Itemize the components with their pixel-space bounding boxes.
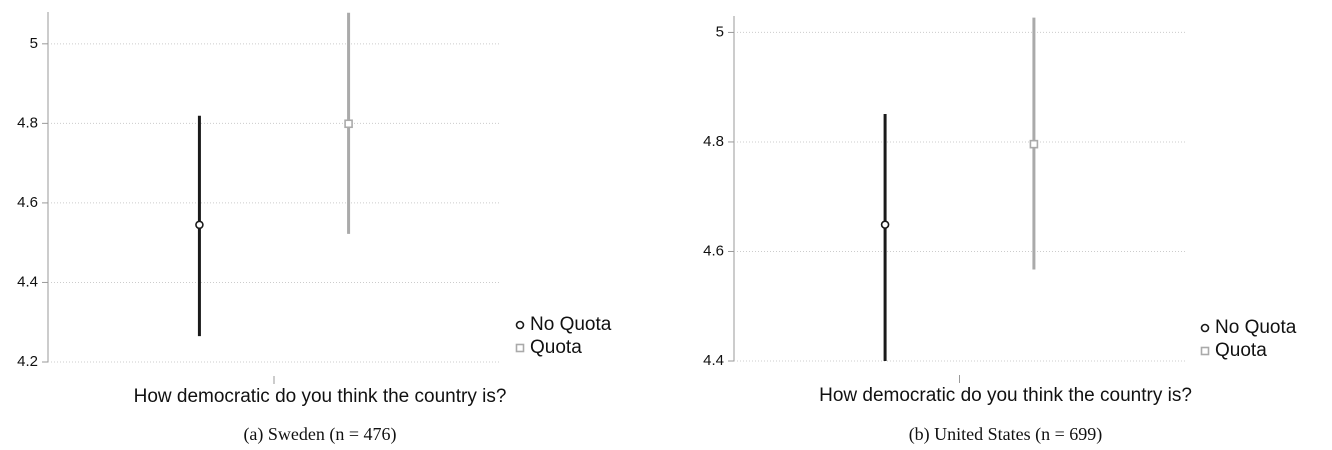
y-tick-label: 4.4 (703, 352, 724, 369)
point (195, 220, 204, 230)
y-tick-label: 4.8 (703, 133, 724, 150)
point (1029, 139, 1039, 149)
y-tick-label: 4.4 (17, 273, 38, 290)
legend-marker (1200, 323, 1210, 333)
point (344, 119, 353, 129)
y-tick-label: 4.8 (17, 114, 38, 131)
y-tick-label: 5 (30, 35, 38, 52)
legend-marker (1200, 346, 1210, 356)
y-tick-label: 5 (716, 23, 724, 40)
y-tick-label: 4.6 (17, 194, 38, 211)
legend-label: No Quota (1215, 317, 1297, 338)
y-tick-label: 4.2 (17, 353, 38, 370)
x-axis-label: How democratic do you think the country … (134, 386, 507, 407)
caption: (b) United States (n = 699) (909, 424, 1103, 445)
x-axis-label: How democratic do you think the country … (819, 385, 1192, 406)
caption: (a) Sweden (n = 476) (243, 424, 396, 445)
legend-label: Quota (530, 337, 582, 358)
legend-marker (515, 343, 525, 353)
point (880, 220, 890, 229)
legend-label: Quota (1215, 340, 1267, 361)
legend-marker (515, 320, 525, 330)
y-tick-label: 4.6 (703, 242, 724, 259)
legend-label: No Quota (530, 314, 612, 335)
